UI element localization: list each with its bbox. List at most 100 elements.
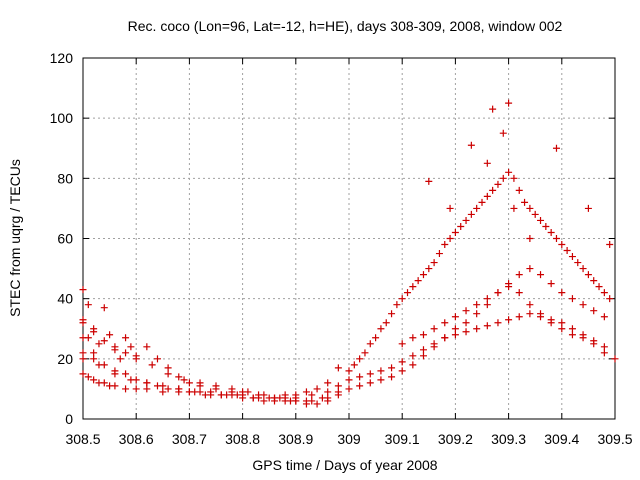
data-point <box>239 391 247 399</box>
data-point <box>568 331 576 339</box>
x-tick-label: 309.3 <box>491 431 526 447</box>
data-point <box>505 283 513 291</box>
x-axis-label: GPS time / Days of year 2008 <box>252 457 437 473</box>
data-point <box>494 289 502 297</box>
data-point <box>228 385 236 393</box>
data-point <box>473 204 481 212</box>
data-point <box>143 379 151 387</box>
data-point <box>90 355 98 363</box>
data-point <box>153 355 161 363</box>
data-point <box>579 265 587 273</box>
data-point <box>510 174 518 182</box>
data-point <box>521 198 529 206</box>
data-point <box>79 355 87 363</box>
data-point <box>409 352 417 360</box>
data-point <box>318 394 326 402</box>
data-point <box>446 235 454 242</box>
data-point <box>579 334 587 342</box>
data-point <box>558 325 566 333</box>
data-point <box>579 301 587 309</box>
data-point <box>393 301 401 309</box>
data-point <box>260 391 268 399</box>
data-point <box>175 373 183 381</box>
data-point <box>164 385 172 393</box>
data-point <box>388 364 396 372</box>
data-point <box>313 400 321 408</box>
data-point <box>90 349 98 357</box>
data-point <box>127 376 135 384</box>
data-point <box>366 379 374 387</box>
data-point <box>600 313 608 321</box>
data-point <box>175 385 183 393</box>
data-point <box>377 367 385 375</box>
data-point <box>90 328 98 336</box>
data-point <box>430 259 438 267</box>
data-point <box>398 340 406 348</box>
data-point <box>526 265 534 273</box>
x-tick-label: 308.8 <box>225 431 260 447</box>
data-point <box>122 349 130 357</box>
data-point <box>451 228 459 236</box>
data-point <box>159 382 167 390</box>
data-point <box>111 343 119 351</box>
data-point <box>419 346 427 354</box>
data-points <box>79 99 619 408</box>
data-point <box>159 388 167 396</box>
data-point <box>84 373 92 381</box>
data-point <box>505 168 513 176</box>
axis-ticks <box>82 57 616 420</box>
data-point <box>515 289 523 297</box>
y-tick-labels: 0 20 40 60 80 100 120 <box>50 50 74 427</box>
data-point <box>255 394 263 402</box>
data-point <box>388 373 396 381</box>
data-point <box>446 204 454 212</box>
data-point <box>558 241 566 249</box>
data-point <box>79 370 87 378</box>
data-point <box>409 361 417 369</box>
data-point <box>568 253 576 261</box>
data-point <box>302 397 310 405</box>
data-point <box>552 235 560 242</box>
data-point <box>90 376 98 384</box>
data-point <box>148 361 156 369</box>
data-point <box>372 334 380 342</box>
data-point <box>404 289 412 297</box>
data-point <box>302 388 310 396</box>
data-point <box>95 361 103 369</box>
data-point <box>515 271 523 279</box>
x-tick-label: 308.5 <box>65 431 100 447</box>
data-point <box>361 349 369 357</box>
data-point <box>462 307 470 315</box>
data-point <box>286 397 294 405</box>
data-point <box>79 334 87 342</box>
x-tick-label: 309.2 <box>438 431 473 447</box>
data-point <box>505 316 513 324</box>
y-tick-label: 120 <box>50 50 74 66</box>
data-point <box>345 376 353 384</box>
data-point <box>451 313 459 321</box>
data-point <box>382 319 390 327</box>
data-point <box>441 241 449 249</box>
data-point <box>79 319 87 327</box>
data-point <box>483 322 491 330</box>
y-axis-label: STEC from uqrg / TECUs <box>7 159 23 317</box>
data-point <box>499 129 507 137</box>
data-point <box>584 204 592 212</box>
y-tick-label: 20 <box>57 351 73 367</box>
data-point <box>483 159 491 167</box>
data-point <box>356 355 364 363</box>
data-point <box>467 210 475 218</box>
data-point <box>84 301 92 309</box>
data-point <box>143 343 151 351</box>
data-point <box>409 283 417 291</box>
data-point <box>558 289 566 297</box>
data-point <box>483 301 491 309</box>
data-point <box>430 340 438 348</box>
data-point <box>590 340 598 348</box>
data-point <box>398 295 406 303</box>
data-point <box>324 379 332 387</box>
x-tick-label: 308.6 <box>119 431 154 447</box>
data-point <box>611 355 619 363</box>
data-point <box>345 367 353 375</box>
data-point <box>574 259 582 267</box>
